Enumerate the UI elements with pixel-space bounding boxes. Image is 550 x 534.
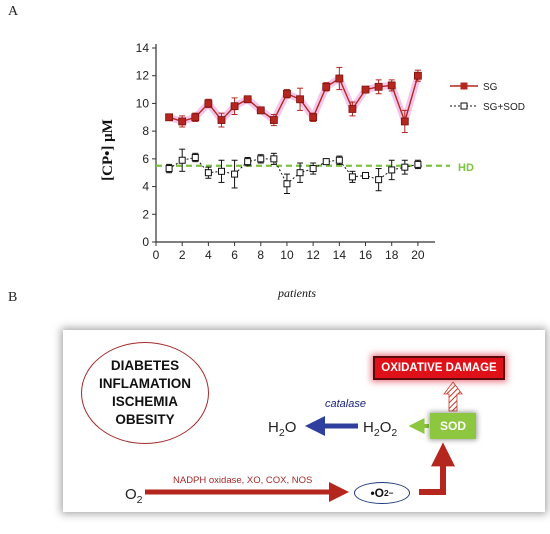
condition-label: DIABETES bbox=[110, 358, 180, 373]
y-tick-label: 4 bbox=[142, 180, 149, 194]
panel-label-a: A bbox=[8, 4, 19, 19]
data-point-sg bbox=[335, 74, 344, 83]
data-point-sg bbox=[400, 117, 409, 126]
data-point-sg bbox=[204, 99, 213, 108]
diagram-arrows bbox=[145, 381, 463, 502]
legend-label: SG bbox=[483, 82, 498, 93]
superoxide-ellipse: •O 2− bbox=[354, 482, 410, 504]
data-point-sg-sod bbox=[191, 153, 199, 161]
legend-marker bbox=[460, 102, 468, 110]
condition-label: OBESITY bbox=[115, 412, 175, 427]
data-point-sg-sod bbox=[283, 180, 291, 188]
data-point-sg bbox=[243, 95, 252, 104]
data-point-sg-sod bbox=[335, 156, 343, 164]
chart-legend: SG SG+SOD bbox=[450, 82, 525, 113]
mechanism-diagram: DIABETES INFLAMATION ISCHEMIA OBESITY OX… bbox=[63, 330, 545, 512]
y-axis-label: [CP•] μM bbox=[100, 119, 116, 181]
data-point-sg bbox=[348, 105, 357, 113]
data-point-sg-sod bbox=[244, 158, 252, 166]
legend-label: SG+SOD bbox=[483, 102, 525, 113]
reference-line-label: HD bbox=[458, 162, 474, 174]
x-tick-label: 8 bbox=[257, 248, 264, 262]
data-point-sg bbox=[283, 89, 291, 98]
data-point-sg-sod bbox=[362, 171, 370, 179]
x-tick-label: 10 bbox=[280, 248, 294, 262]
x-tick-label: 0 bbox=[153, 248, 160, 262]
y-tick-label: 2 bbox=[142, 207, 149, 221]
x-tick-label: 18 bbox=[385, 248, 399, 262]
oxidative-damage-box: OXIDATIVE DAMAGE bbox=[373, 356, 505, 380]
y-tick-label: 0 bbox=[142, 235, 149, 249]
data-point-sg bbox=[230, 102, 239, 111]
data-point-sg bbox=[178, 117, 187, 126]
sod-box: SOD bbox=[430, 413, 476, 439]
panel-label-b: B bbox=[8, 290, 18, 305]
hydrogen-peroxide-label: H2O2 bbox=[363, 419, 398, 439]
data-point-sg-sod bbox=[178, 156, 186, 164]
chart-plot-area bbox=[156, 66, 450, 194]
y-tick-label: 6 bbox=[142, 152, 149, 166]
data-point-sg-sod bbox=[204, 169, 212, 177]
data-point-sg-sod bbox=[388, 166, 396, 174]
x-tick-label: 12 bbox=[306, 248, 320, 262]
catalase-label: catalase bbox=[325, 398, 366, 410]
data-point-sg bbox=[361, 85, 370, 94]
x-tick-label: 6 bbox=[231, 248, 238, 262]
data-point-sg bbox=[374, 82, 383, 91]
chart-axes: 0 2 4 6 8 10 12 14 0 2 4 6 8 10 12 14 16 18 20 bbox=[136, 41, 435, 262]
condition-label: ISCHEMIA bbox=[111, 394, 178, 409]
data-point-sg bbox=[414, 71, 422, 80]
legend-marker bbox=[460, 82, 468, 90]
data-point-sg bbox=[256, 106, 265, 115]
x-tick-label: 16 bbox=[359, 248, 373, 262]
x-tick-label: 14 bbox=[333, 248, 347, 262]
data-point-sg-sod bbox=[309, 165, 317, 173]
data-point-sg bbox=[322, 82, 331, 91]
x-tick-label: 4 bbox=[205, 248, 212, 262]
superoxide-to-sod-arrow bbox=[419, 442, 455, 495]
data-point-sg bbox=[217, 116, 226, 124]
data-point-sg bbox=[387, 81, 396, 90]
sod-to-damage-arrow bbox=[443, 381, 463, 412]
y-tick-label: 10 bbox=[136, 96, 150, 110]
y-tick-label: 12 bbox=[136, 69, 150, 83]
data-point-sg bbox=[296, 95, 304, 104]
series-glow-sg bbox=[168, 74, 422, 125]
data-point-sg-sod bbox=[231, 170, 239, 178]
oxygen-label: O2 bbox=[125, 486, 143, 506]
data-point-sg-sod bbox=[165, 165, 173, 173]
data-point-sg-sod bbox=[375, 176, 383, 184]
enzymes-label: NADPH oxidase, XO, COX, NOS bbox=[173, 475, 313, 486]
line-chart: 0 2 4 6 8 10 12 14 0 2 4 6 8 10 12 14 16 18 20 [CP•] μM pa… bbox=[100, 41, 525, 300]
data-point-sg-sod bbox=[257, 155, 265, 163]
y-tick-label: 8 bbox=[142, 124, 149, 138]
x-tick-label: 2 bbox=[179, 248, 186, 262]
x-axis-label: patients bbox=[277, 286, 316, 300]
x-tick-label: 20 bbox=[411, 248, 425, 262]
data-point-sg-sod bbox=[217, 167, 225, 175]
y-tick-label: 14 bbox=[136, 41, 150, 55]
data-point-sg bbox=[309, 113, 318, 122]
data-point-sg-sod bbox=[401, 163, 409, 171]
data-point-sg bbox=[269, 116, 278, 124]
data-point-sg-sod bbox=[348, 173, 356, 181]
data-point-sg-sod bbox=[322, 158, 330, 166]
data-point-sg bbox=[165, 113, 173, 122]
data-point-sg-sod bbox=[296, 169, 304, 177]
data-point-sg bbox=[191, 113, 200, 122]
conditions-ellipse: DIABETES INFLAMATION ISCHEMIA OBESITY bbox=[81, 342, 209, 444]
data-point-sg-sod bbox=[270, 155, 278, 163]
data-point-sg-sod bbox=[414, 160, 422, 168]
water-label: H2O bbox=[268, 419, 297, 439]
condition-label: INFLAMATION bbox=[99, 376, 191, 391]
